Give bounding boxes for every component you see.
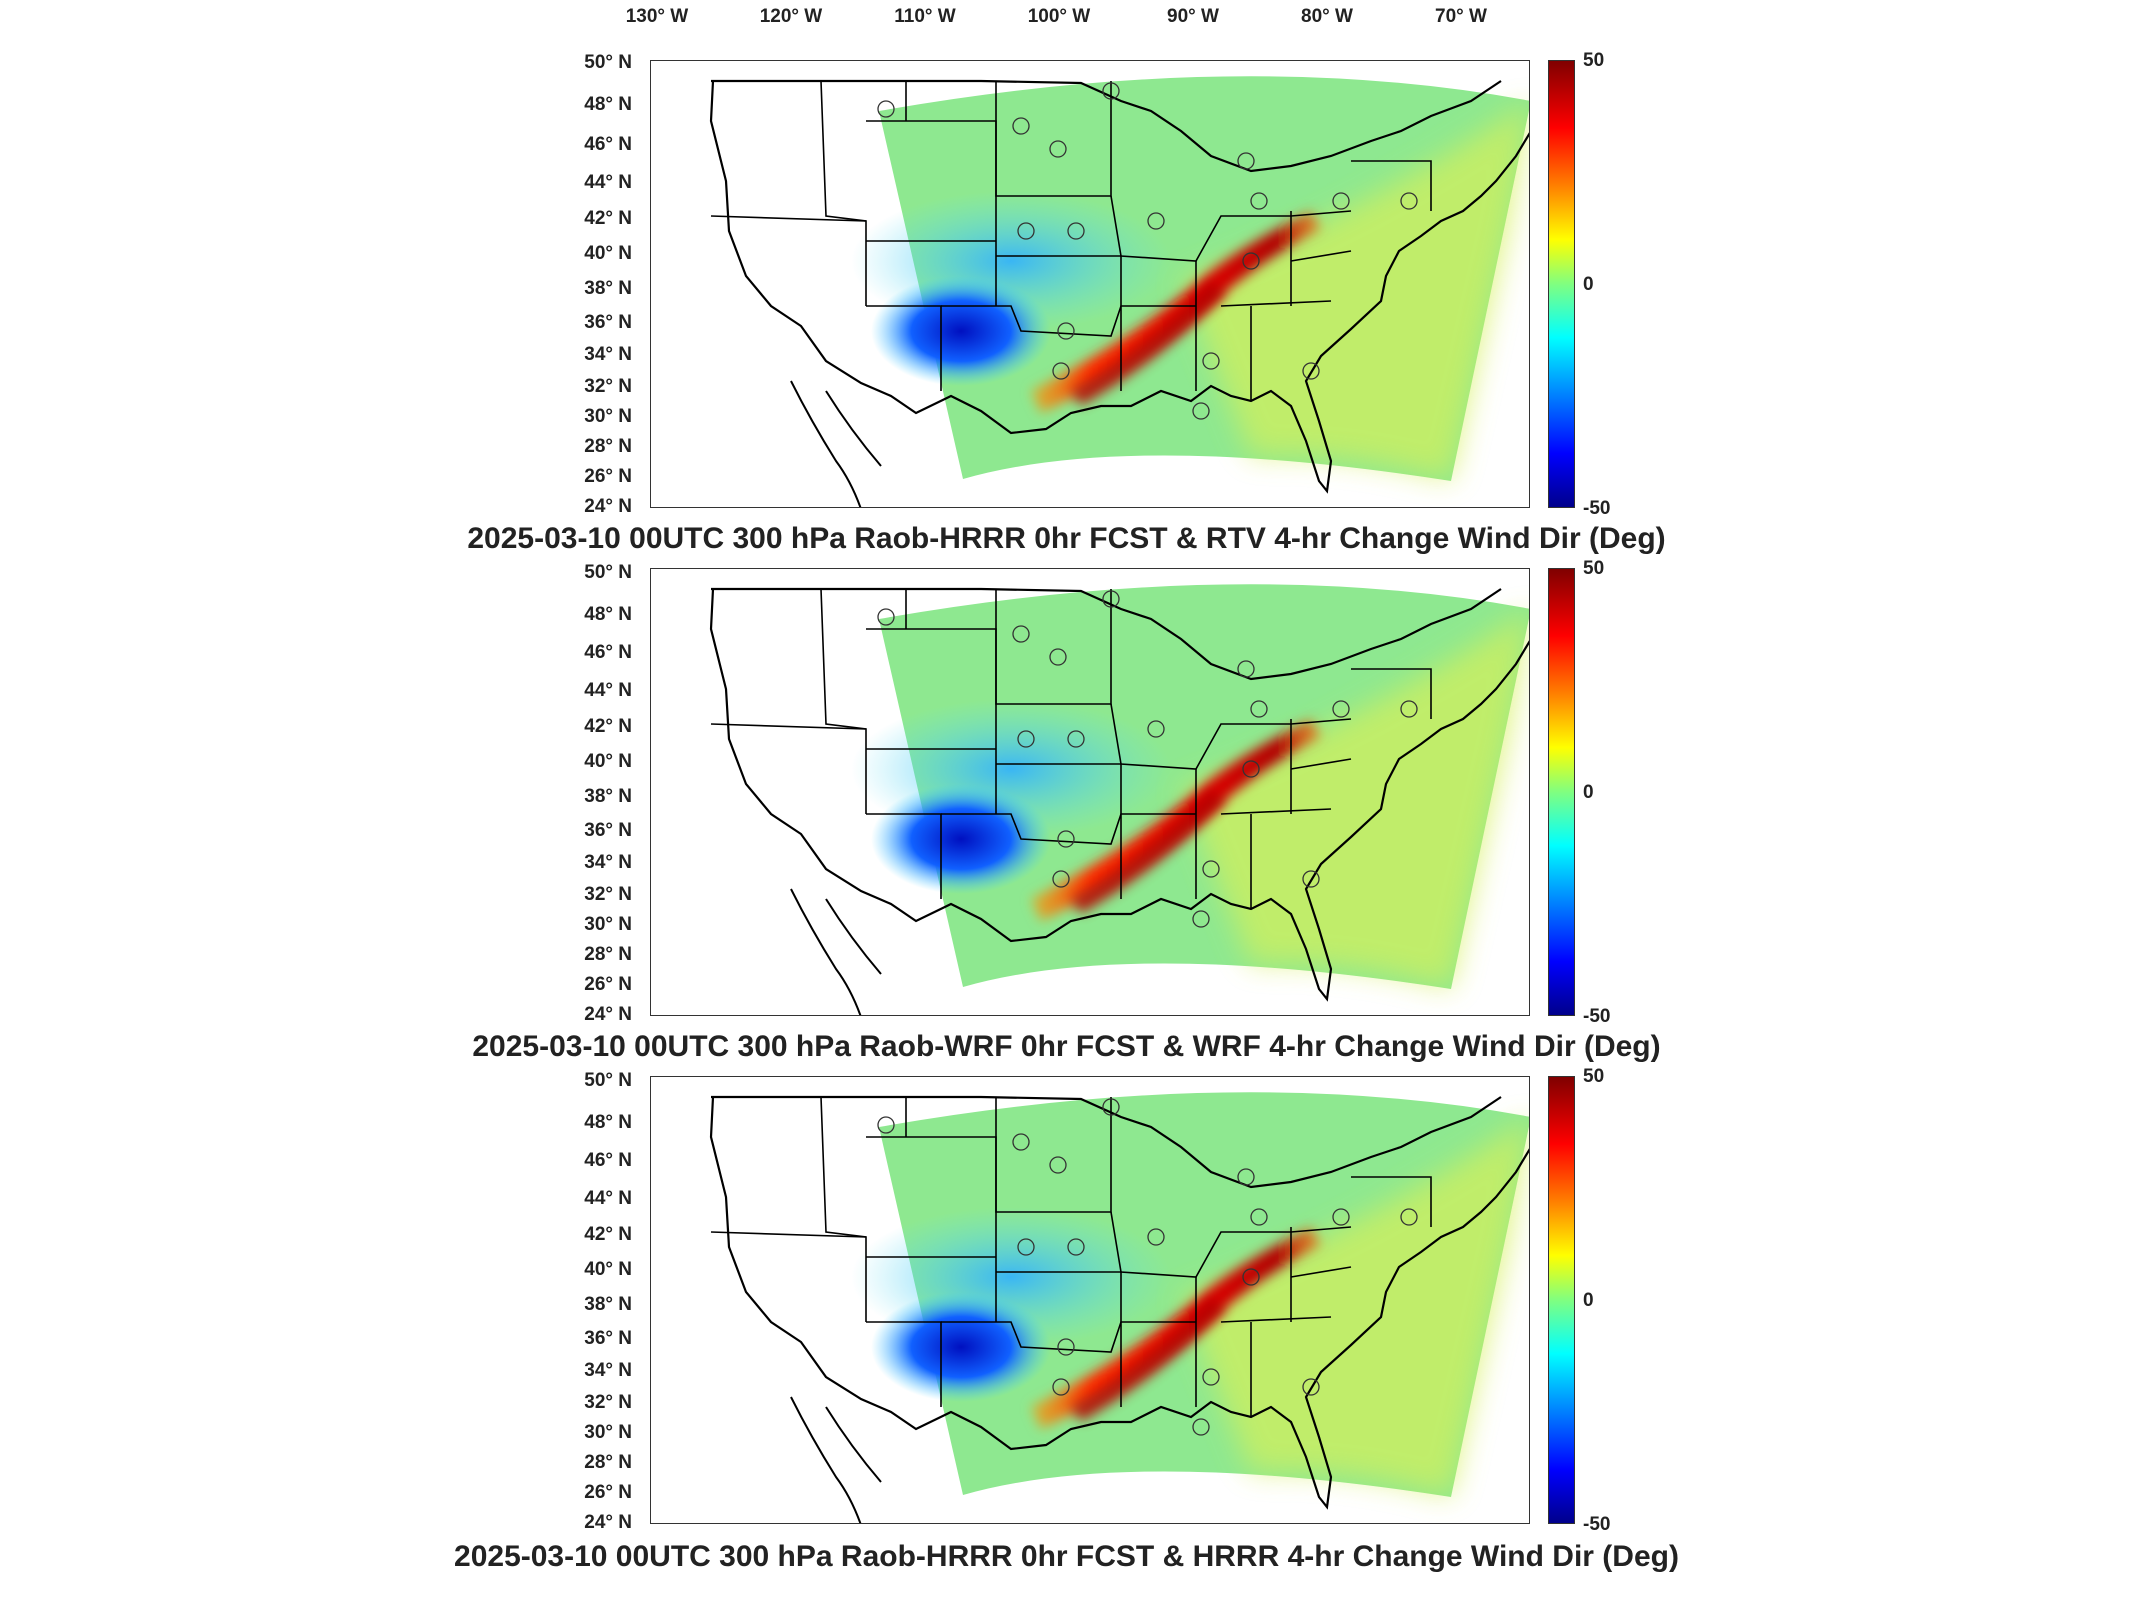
colorbar-max-label: 50	[1583, 50, 1605, 71]
colorbar-min-label: -50	[1583, 1514, 1611, 1535]
map-panel-3	[650, 1076, 1530, 1524]
lat-label: 40° N	[584, 243, 632, 264]
lat-label: 34° N	[584, 344, 632, 365]
colorbar-min-label: -50	[1583, 1006, 1611, 1027]
colorbar-panel-3	[1548, 1076, 1575, 1524]
lat-label: 50° N	[584, 52, 632, 73]
lat-label: 44° N	[584, 1188, 632, 1209]
colorbar-mid-label: 0	[1583, 782, 1594, 803]
colorbar-panel-1	[1548, 60, 1575, 508]
lat-label: 34° N	[584, 1360, 632, 1381]
map-panel-1	[650, 60, 1530, 508]
lat-label: 34° N	[584, 852, 632, 873]
lat-label: 50° N	[584, 562, 632, 583]
lat-label: 28° N	[584, 1452, 632, 1473]
lat-label: 26° N	[584, 466, 632, 487]
lat-label: 24° N	[584, 1004, 632, 1025]
lat-label: 26° N	[584, 1482, 632, 1503]
lat-label: 32° N	[584, 1392, 632, 1413]
panel-title: 2025-03-10 00UTC 300 hPa Raob-HRRR 0hr F…	[454, 1540, 1679, 1573]
lon-label-110w: 110° W	[894, 6, 956, 27]
lat-label: 36° N	[584, 312, 632, 333]
lat-label: 26° N	[584, 974, 632, 995]
lat-label: 42° N	[584, 1224, 632, 1245]
lat-label: 48° N	[584, 94, 632, 115]
lat-label: 40° N	[584, 751, 632, 772]
panel-title: 2025-03-10 00UTC 300 hPa Raob-HRRR 0hr F…	[467, 522, 1666, 555]
lon-label-70w: 70° W	[1435, 6, 1487, 27]
lat-label: 46° N	[584, 642, 632, 663]
colorbar-max-label: 50	[1583, 1066, 1605, 1087]
panel-title: 2025-03-10 00UTC 300 hPa Raob-WRF 0hr FC…	[472, 1030, 1661, 1063]
lat-label: 38° N	[584, 1294, 632, 1315]
lon-label-100w: 100° W	[1027, 6, 1091, 27]
lat-label: 40° N	[584, 1259, 632, 1280]
lat-label: 24° N	[584, 1512, 632, 1533]
lat-label: 30° N	[584, 914, 632, 935]
lat-label: 48° N	[584, 604, 632, 625]
colorbar-mid-label: 0	[1583, 1290, 1594, 1311]
lon-label-120w: 120° W	[759, 6, 823, 27]
lat-label: 42° N	[584, 716, 632, 737]
colorbar-panel-2	[1548, 568, 1575, 1016]
lat-label: 36° N	[584, 1328, 632, 1349]
colorbar-max-label: 50	[1583, 558, 1605, 579]
lat-label: 46° N	[584, 134, 632, 155]
lat-label: 44° N	[584, 680, 632, 701]
colorbar-min-label: -50	[1583, 498, 1611, 519]
lat-label: 30° N	[584, 406, 632, 427]
lat-label: 30° N	[584, 1422, 632, 1443]
lat-label: 38° N	[584, 278, 632, 299]
lat-label: 32° N	[584, 376, 632, 397]
map-panel-2	[650, 568, 1530, 1016]
lat-label: 48° N	[584, 1112, 632, 1133]
lon-label-90w: 90° W	[1167, 6, 1219, 27]
lon-label-130w: 130° W	[625, 6, 689, 27]
lat-label: 24° N	[584, 496, 632, 517]
lon-label-80w: 80° W	[1301, 6, 1353, 27]
lat-label: 50° N	[584, 1070, 632, 1091]
colorbar-mid-label: 0	[1583, 274, 1594, 295]
lat-label: 42° N	[584, 208, 632, 229]
lat-label: 32° N	[584, 884, 632, 905]
lat-label: 36° N	[584, 820, 632, 841]
lat-label: 28° N	[584, 436, 632, 457]
lat-label: 44° N	[584, 172, 632, 193]
lat-label: 38° N	[584, 786, 632, 807]
lat-label: 28° N	[584, 944, 632, 965]
lat-label: 46° N	[584, 1150, 632, 1171]
